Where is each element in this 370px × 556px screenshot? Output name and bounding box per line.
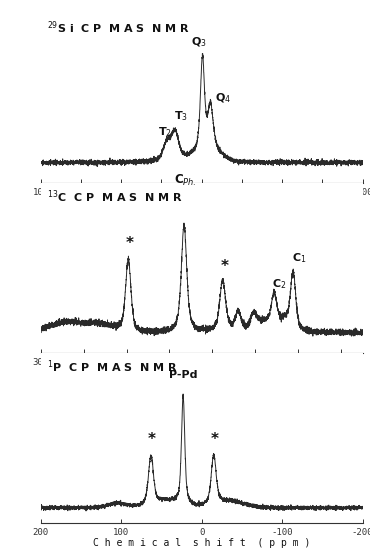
Text: C$_{Ph.}$: C$_{Ph.}$ [174,173,196,188]
X-axis label: C h e m i c a l  s h i f t  ( p p m )
P - P d: C h e m i c a l s h i f t ( p p m ) P - … [93,368,310,390]
Text: Q$_3$: Q$_3$ [191,36,207,49]
Text: *: * [126,236,134,251]
Text: *: * [221,259,228,274]
X-axis label: C h e m i c a l  s h i f t  ( p p m ): C h e m i c a l s h i f t ( p p m ) [93,538,310,548]
Text: Q$_4$: Q$_4$ [215,91,232,105]
Text: P-Pd: P-Pd [169,370,197,380]
Text: C$_1$: C$_1$ [292,251,307,265]
Text: *: * [211,432,219,447]
Text: C$_2$: C$_2$ [272,277,287,291]
Text: $^{13}$C  C P  M A S  N M R: $^{13}$C C P M A S N M R [47,188,183,205]
X-axis label: C h e m i c a l  s h i f t  ( p p m ): C h e m i c a l s h i f t ( p p m ) [93,198,310,208]
Text: *: * [148,432,156,447]
Text: $^{29}$S i  C P  M A S  N M R: $^{29}$S i C P M A S N M R [47,19,190,36]
Text: $^{1}$P  C P  M A S  N M R: $^{1}$P C P M A S N M R [47,358,178,375]
Text: T$_2$: T$_2$ [158,125,172,138]
Text: T$_3$: T$_3$ [174,109,188,123]
Text: C$_{Ph.}$: C$_{Ph.}$ [190,240,213,255]
